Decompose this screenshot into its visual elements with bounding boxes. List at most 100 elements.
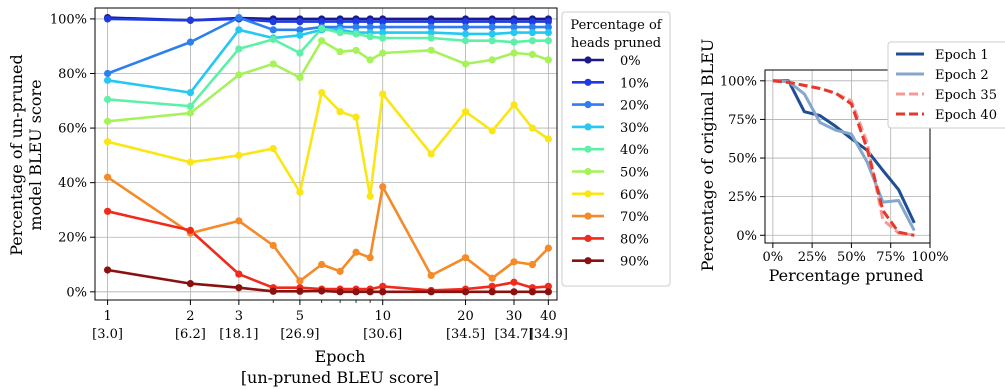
left-data-point: [488, 56, 496, 64]
left-data-point: [488, 30, 496, 38]
left-x-tick-label: 5: [296, 309, 304, 324]
left-data-point: [461, 254, 470, 262]
left-series-line-7: [106, 176, 550, 283]
left-data-point: [103, 95, 112, 104]
left-x-tick-label: 2: [186, 309, 194, 324]
left-data-point: [186, 158, 195, 166]
right-legend-label: Epoch 2: [935, 68, 989, 83]
left-data-point: [296, 277, 304, 285]
left-series-line-8: [107, 210, 549, 292]
left-data-point: [544, 244, 552, 252]
left-data-point: [461, 18, 470, 26]
left-data-point: [186, 109, 195, 117]
left-data-point: [461, 37, 470, 45]
left-x-tick-label: 20: [457, 309, 474, 324]
left-data-point: [235, 151, 243, 159]
left-series-line-4: [107, 27, 549, 108]
left-data-point: [427, 288, 435, 296]
left-data-point: [336, 267, 344, 275]
left-legend-items: 0% 10% 20% 30% 40% 50% 60% 70% 80% 90%: [572, 54, 649, 270]
left-data-point: [235, 270, 243, 278]
right-series-lines: [772, 79, 916, 237]
left-y-tick-label: 0%: [66, 285, 87, 300]
left-data-point: [352, 248, 360, 256]
left-x-tick-sublabel: [18.1]: [219, 327, 258, 342]
left-data-point: [427, 150, 435, 158]
right-legend: Epoch 1 Epoch 2 Epoch 35 Epoch 40: [887, 41, 1005, 129]
left-data-point: [528, 18, 537, 26]
left-data-point: [269, 18, 277, 26]
left-data-point: [352, 288, 360, 296]
left-x-tick-label: 30: [506, 309, 523, 324]
left-data-point: [544, 56, 552, 64]
right-series-line-3: [772, 79, 915, 237]
left-data-point: [103, 138, 112, 146]
left-legend-label: 80%: [620, 232, 649, 247]
left-data-point: [544, 135, 552, 143]
left-data-point: [488, 282, 496, 290]
left-legend-label: 90%: [620, 255, 649, 270]
left-legend-swatch-marker: [584, 101, 592, 109]
left-data-point: [296, 18, 304, 26]
left-legend-label: 0%: [620, 54, 641, 69]
left-legend-swatch-marker: [584, 190, 592, 198]
left-legend-swatch-marker: [584, 78, 592, 86]
left-data-point: [186, 88, 195, 97]
left-legend-swatch-marker: [584, 212, 592, 220]
left-data-point: [352, 23, 360, 31]
left-y-tick-label: 40%: [58, 176, 87, 191]
left-data-point: [510, 38, 518, 46]
right-x-axis-label: Percentage pruned: [769, 266, 924, 285]
right-y-tick-label: 50%: [728, 152, 757, 167]
right-plot-frame: [764, 69, 931, 244]
right-x-tick-label: 25%: [798, 250, 827, 265]
right-x-tick-label: 50%: [837, 250, 866, 265]
left-x-axis-label: Epoch: [315, 347, 366, 366]
right-legend-items: Epoch 1 Epoch 2 Epoch 35 Epoch 40: [896, 48, 997, 123]
left-data-point: [544, 28, 552, 37]
left-data-point: [528, 28, 537, 37]
left-data-point: [352, 113, 360, 121]
left-data-point: [366, 288, 374, 296]
right-y-tick-label: 75%: [728, 113, 757, 128]
left-data-point: [269, 35, 277, 43]
left-data-point: [510, 28, 518, 37]
left-y-axis-label-line1: Percentage of un-pruned: [7, 54, 26, 256]
left-x-tick-sublabel: [34.5]: [446, 327, 485, 342]
left-data-point: [366, 254, 374, 262]
left-data-point: [269, 26, 277, 34]
right-x-tick-label: 0%: [763, 250, 784, 265]
right-y-tick-label: 100%: [720, 74, 757, 89]
left-x-axis-sublabel: [un-pruned BLEU score]: [241, 368, 439, 387]
left-data-point: [427, 271, 435, 280]
left-data-point: [318, 260, 326, 269]
left-legend-label: 10%: [620, 76, 649, 91]
left-data-point: [488, 37, 496, 45]
right-y-axis-label: Percentage of original BLEU: [698, 39, 717, 272]
left-legend-swatch-marker: [584, 123, 592, 131]
left-legend: Percentage of heads pruned 0% 10% 20% 30% 40…: [561, 11, 671, 287]
left-data-point: [379, 288, 387, 296]
left-data-point: [510, 18, 518, 26]
left-data-point: [103, 76, 112, 84]
left-data-point: [379, 23, 387, 31]
left-data-point: [427, 23, 435, 31]
left-data-point: [488, 23, 496, 31]
left-legend-label: 70%: [620, 210, 649, 225]
left-data-point: [510, 278, 518, 286]
left-legend-swatch-marker: [584, 234, 592, 242]
left-data-point: [544, 23, 552, 31]
right-series-line-1: [772, 79, 916, 232]
left-data-point: [461, 108, 470, 116]
left-data-point: [510, 101, 518, 109]
left-data-point: [235, 217, 243, 225]
left-y-tick-label: 20%: [58, 231, 87, 246]
left-series-line-2: [107, 16, 549, 75]
left-data-point: [379, 183, 387, 191]
left-data-point: [544, 282, 552, 290]
left-data-point: [296, 26, 304, 34]
right-legend-box: [887, 41, 1005, 129]
left-data-point: [510, 49, 518, 57]
left-x-tick-label: 1: [103, 309, 111, 324]
left-data-point: [427, 46, 435, 54]
